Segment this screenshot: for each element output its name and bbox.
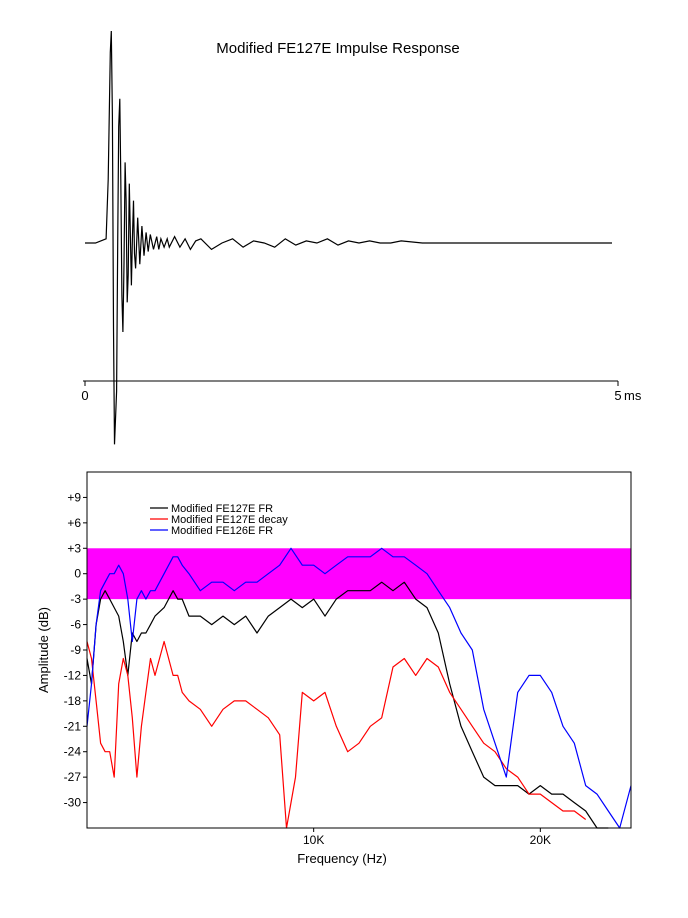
y-tick-label: -21 bbox=[64, 719, 82, 733]
y-tick-label: -6 bbox=[70, 618, 81, 632]
y-tick-label: -24 bbox=[64, 745, 82, 759]
y-tick-label: 0 bbox=[74, 567, 81, 581]
y-tick-label: +9 bbox=[67, 490, 81, 504]
frequency-response-chart: +9 +6 +3 0 -3 -6 -9 -12 -18 -21 -24 -27 -30 10K 20K F… bbox=[36, 471, 632, 866]
y-axis-title: Amplitude (dB) bbox=[36, 607, 51, 693]
tolerance-band bbox=[87, 548, 631, 600]
y-tick-label: -9 bbox=[70, 643, 81, 657]
y-tick-label: -27 bbox=[64, 770, 82, 784]
x-tick-label-5: 5 bbox=[614, 388, 621, 403]
fe127e-fr-line bbox=[86, 581, 609, 829]
impulse-response-chart: Modified FE127E Impulse Response 0 5 ms bbox=[81, 30, 642, 445]
legend-label-fe127e-decay: Modified FE127E decay bbox=[171, 514, 288, 526]
x-tick-label: 10K bbox=[303, 833, 324, 847]
y-tick-label: -12 bbox=[64, 668, 82, 682]
fe127e-decay-line bbox=[86, 640, 587, 829]
y-tick-label: -18 bbox=[64, 694, 82, 708]
y-tick-label: -3 bbox=[70, 592, 81, 606]
y-tick-label: -30 bbox=[64, 796, 82, 810]
x-tick-label: 20K bbox=[530, 833, 551, 847]
series-layer bbox=[85, 30, 612, 445]
legend-label-fe127e-fr: Modified FE127E FR bbox=[171, 503, 273, 515]
legend: Modified FE127E FR Modified FE127E decay… bbox=[150, 503, 288, 537]
impulse-series-line bbox=[85, 30, 612, 445]
y-tick-labels: +9 +6 +3 0 -3 -6 -9 -12 -18 -21 -24 -27 -30 bbox=[64, 490, 87, 810]
chart-title: Modified FE127E Impulse Response bbox=[216, 40, 459, 57]
series-layer bbox=[86, 547, 632, 829]
x-unit-label: ms bbox=[624, 388, 642, 403]
plot-frame bbox=[86, 471, 632, 829]
x-axis-title: Frequency (Hz) bbox=[297, 851, 387, 866]
x-tick-label-0: 0 bbox=[81, 388, 88, 403]
fe126e-fr-line bbox=[86, 547, 632, 829]
y-tick-label: +3 bbox=[67, 541, 81, 555]
y-tick-label: +6 bbox=[67, 516, 81, 530]
legend-label-fe126e-fr: Modified FE126E FR bbox=[171, 525, 273, 537]
x-tick-labels: 10K 20K bbox=[303, 828, 551, 847]
